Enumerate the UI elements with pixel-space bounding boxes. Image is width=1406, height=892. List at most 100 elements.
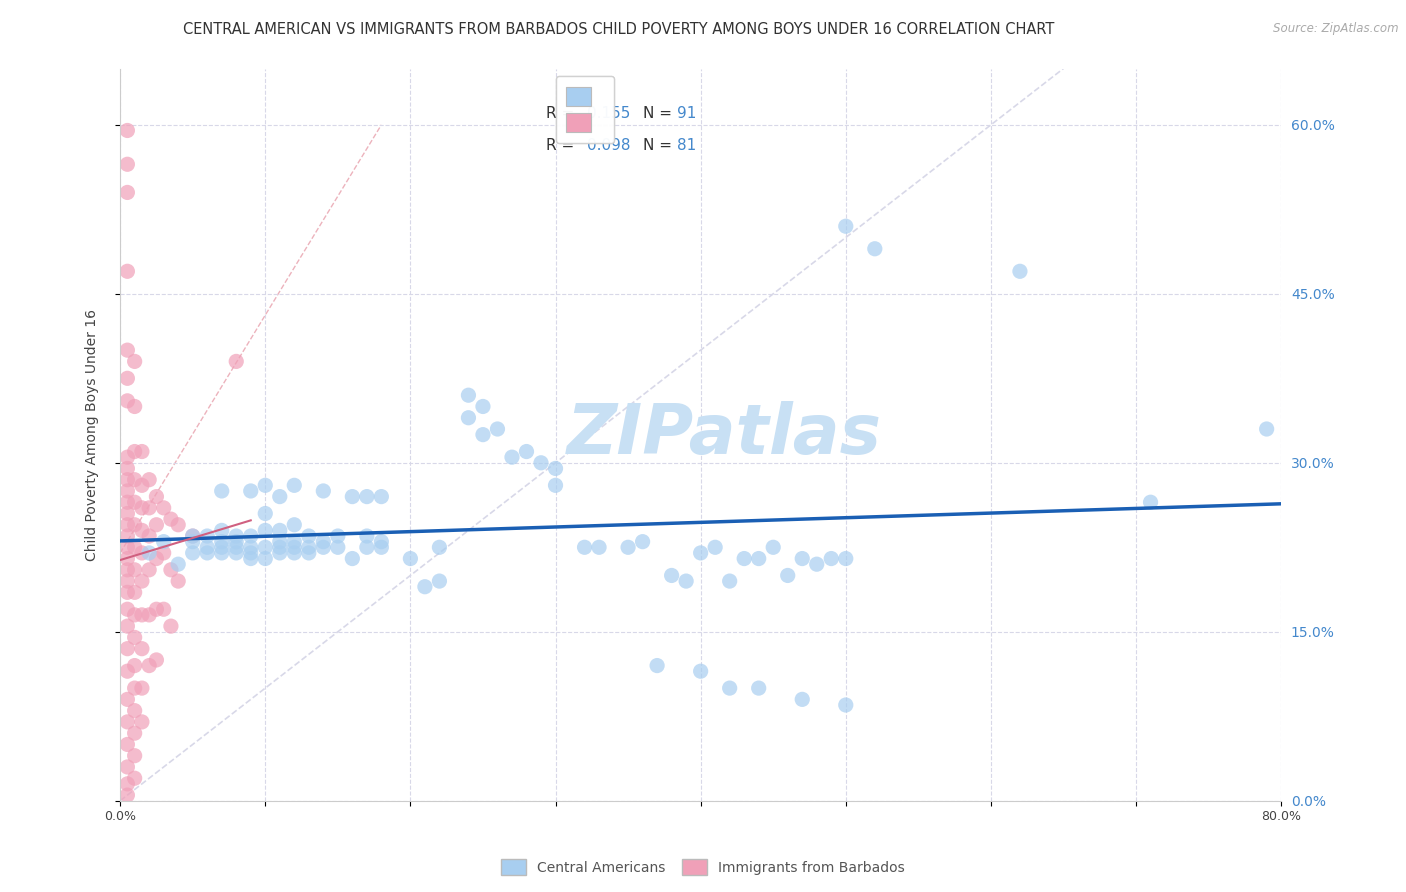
Point [748,681,770,695]
Point [117,186,139,200]
Point [145,602,167,616]
Point [342,490,364,504]
Point [211,546,233,560]
Point [298,541,321,555]
Point [792,551,814,566]
Point [152,602,174,616]
Point [211,541,233,555]
Point [145,551,167,566]
Point [298,529,321,543]
Point [718,574,741,588]
Point [117,371,139,385]
Text: R =: R = [547,106,575,121]
Point [748,551,770,566]
Text: 81: 81 [678,138,697,153]
Legend: Central Americans, Immigrants from Barbados: Central Americans, Immigrants from Barba… [495,854,911,880]
Point [181,529,204,543]
Point [131,478,153,492]
Y-axis label: Child Poverty Among Boys Under 16: Child Poverty Among Boys Under 16 [86,309,100,561]
Point [117,473,139,487]
Point [117,714,139,729]
Point [326,529,349,543]
Point [131,641,153,656]
Point [254,524,277,538]
Point [145,490,167,504]
Point [675,574,697,588]
Text: 0.098: 0.098 [586,138,630,153]
Point [413,580,436,594]
Point [117,664,139,678]
Point [124,726,146,740]
Point [124,748,146,763]
Point [124,400,146,414]
Point [225,354,247,368]
Point [138,473,160,487]
Point [342,551,364,566]
Point [704,541,727,555]
Point [131,524,153,538]
Point [117,483,139,498]
Point [117,529,139,543]
Point [117,507,139,521]
Point [239,551,262,566]
Point [588,541,610,555]
Point [211,483,233,498]
Point [501,450,523,465]
Point [167,574,190,588]
Point [515,444,537,458]
Point [471,427,494,442]
Point [117,123,139,137]
Point [835,219,858,234]
Point [645,658,668,673]
Point [152,500,174,515]
Point [124,495,146,509]
Point [117,541,139,555]
Point [117,450,139,465]
Point [733,551,755,566]
Point [131,607,153,622]
Point [225,529,247,543]
Point [124,771,146,785]
Point [312,541,335,555]
Text: ZIPatlas: ZIPatlas [567,401,882,468]
Point [574,541,596,555]
Point [160,563,183,577]
Point [124,631,146,645]
Point [356,529,378,543]
Point [124,354,146,368]
Point [269,546,291,560]
Point [131,500,153,515]
Point [457,410,479,425]
Point [254,541,277,555]
Point [283,534,305,549]
Point [124,658,146,673]
Point [124,517,146,532]
Point [117,343,139,358]
Point [117,495,139,509]
Text: N =: N = [643,138,672,153]
Point [254,478,277,492]
Point [356,541,378,555]
Point [117,777,139,791]
Point [160,619,183,633]
Point [631,534,654,549]
Legend: , : , [555,76,613,143]
Point [530,456,553,470]
Point [131,574,153,588]
Point [138,529,160,543]
Point [195,541,218,555]
Point [269,541,291,555]
Point [138,563,160,577]
Text: CENTRAL AMERICAN VS IMMIGRANTS FROM BARBADOS CHILD POVERTY AMONG BOYS UNDER 16 C: CENTRAL AMERICAN VS IMMIGRANTS FROM BARB… [183,22,1054,37]
Point [370,534,392,549]
Point [429,574,451,588]
Point [138,546,160,560]
Point [131,444,153,458]
Point [195,529,218,543]
Point [718,681,741,695]
Point [181,529,204,543]
Point [117,619,139,633]
Point [820,551,842,566]
Point [117,692,139,706]
Point [283,546,305,560]
